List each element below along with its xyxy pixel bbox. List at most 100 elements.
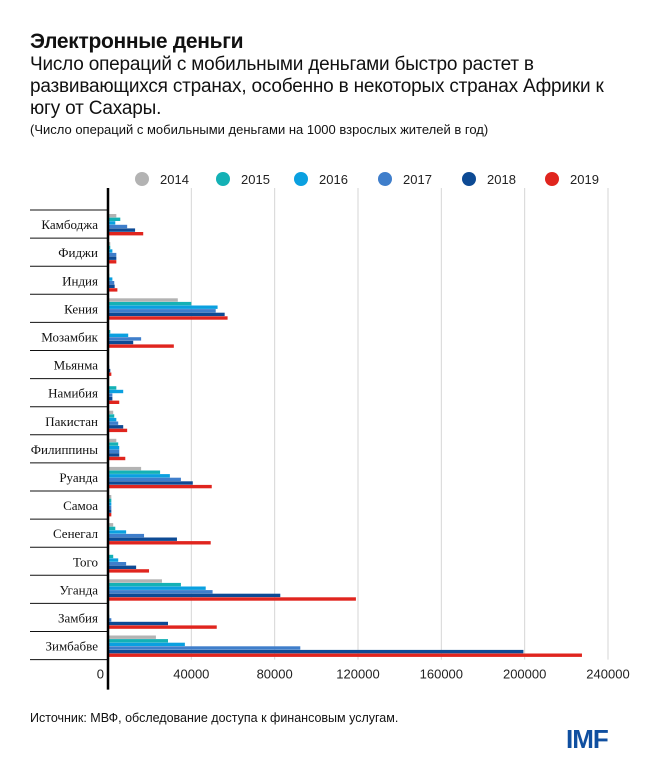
bar-2015 [108, 498, 112, 502]
chart-note: (Число операций с мобильными деньгами на… [30, 122, 489, 137]
bar-2017 [108, 309, 216, 313]
x-tick-label: 240000 [586, 667, 629, 682]
bar-2018 [108, 425, 124, 429]
bar-2014 [108, 635, 156, 639]
bar-2018 [108, 509, 112, 513]
bar-2016 [108, 474, 170, 478]
bar-2019 [108, 625, 217, 629]
category-label: Самоа [63, 498, 98, 513]
category-label: Сенегал [53, 526, 99, 541]
bar-2014 [108, 495, 112, 499]
category-label: Зимбабве [45, 639, 98, 654]
x-tick-label: 0 [97, 667, 104, 682]
bar-2014 [108, 579, 162, 583]
category-label: Фиджи [58, 245, 98, 260]
bar-2019 [108, 456, 126, 461]
bar-2017 [108, 252, 117, 257]
bar-2018 [108, 453, 120, 457]
bar-2018 [108, 256, 117, 260]
legend-label-2019: 2019 [570, 172, 599, 187]
legend-label-2016: 2016 [319, 172, 348, 187]
bar-2019 [108, 372, 112, 376]
bar-2017 [108, 533, 145, 538]
x-tick-label: 80000 [257, 667, 293, 682]
x-tick-label: 200000 [503, 667, 546, 682]
bar-2019 [108, 260, 117, 264]
bar-2019 [108, 597, 356, 601]
bar-2018 [108, 593, 281, 598]
bar-2019 [108, 569, 150, 573]
bar-2019 [108, 484, 212, 489]
bar-2015 [108, 442, 119, 446]
bar-2018 [108, 565, 137, 569]
bar-2015 [108, 414, 115, 418]
bar-2015 [108, 386, 117, 390]
bar-2016 [108, 642, 185, 647]
bar-2017 [108, 281, 115, 285]
bar-2019 [108, 232, 144, 236]
category-label: Уганда [59, 582, 98, 597]
bar-chart: 2014 2015 2016 2017 2018 2019 0 40000 80000 12000… [30, 172, 630, 690]
category-label: Замбия [58, 610, 98, 625]
bar-2014 [108, 438, 117, 443]
bar-2018 [108, 340, 134, 345]
bar-2017 [108, 562, 127, 566]
bar-2016 [108, 389, 124, 394]
bar-2016 [108, 586, 206, 590]
bar-2016 [108, 277, 113, 281]
imf-logo: IMF [566, 724, 609, 754]
bar-2017 [108, 393, 113, 397]
bar-2017 [108, 618, 112, 622]
bar-2018 [108, 537, 177, 541]
bar-2016 [108, 502, 112, 506]
bar-2019 [108, 400, 120, 404]
legend-marker-2016 [294, 172, 308, 186]
chart-subtitle: Число операций с мобильными деньгами быс… [30, 54, 604, 119]
bar-2019 [108, 344, 174, 348]
legend-marker-2015 [216, 172, 230, 186]
category-label: Мьянма [54, 358, 99, 373]
chart-title: Электронные деньги [30, 30, 244, 53]
bar-2015 [108, 217, 121, 221]
x-tick-label: 40000 [173, 667, 209, 682]
bar-2017 [108, 477, 181, 482]
bar-2017 [108, 337, 142, 341]
bar-2016 [108, 530, 127, 534]
bar-2016 [108, 558, 119, 562]
bar-2018 [108, 397, 113, 401]
bar-2018 [108, 649, 524, 654]
category-label: Пакистан [45, 414, 98, 429]
bar-2019 [108, 653, 582, 657]
bar-2015 [108, 554, 114, 559]
bar-2016 [108, 305, 218, 309]
legend-label-2015: 2015 [241, 172, 270, 187]
bar-2019 [108, 288, 118, 292]
legend-marker-2017 [378, 172, 392, 186]
category-label: Филиппины [31, 442, 99, 457]
bar-2015 [108, 301, 192, 306]
legend-label-2014: 2014 [160, 172, 189, 187]
bar-2019 [108, 513, 112, 517]
bar-2014 [108, 298, 178, 302]
source-note: Источник: МВФ, обследование доступа к фи… [30, 711, 399, 725]
category-label: Мозамбик [41, 329, 98, 344]
bar-2018 [108, 481, 193, 485]
category-label: Намибия [48, 386, 98, 401]
legend-marker-2018 [462, 172, 476, 186]
bar-2015 [108, 639, 168, 643]
bar-2015 [108, 526, 116, 531]
bar-2016 [108, 446, 120, 450]
x-tick-label: 160000 [420, 667, 463, 682]
bar-2014 [108, 523, 114, 527]
legend-label-2018: 2018 [487, 172, 516, 187]
legend-marker-2014 [135, 172, 149, 186]
category-label: Того [73, 554, 98, 569]
bar-2018 [108, 228, 136, 232]
x-tick-label: 120000 [336, 667, 379, 682]
bar-2014 [108, 214, 117, 218]
bar-2015 [108, 470, 161, 474]
bar-2017 [108, 505, 112, 510]
bar-2017 [108, 646, 301, 650]
bar-2014 [108, 466, 142, 471]
